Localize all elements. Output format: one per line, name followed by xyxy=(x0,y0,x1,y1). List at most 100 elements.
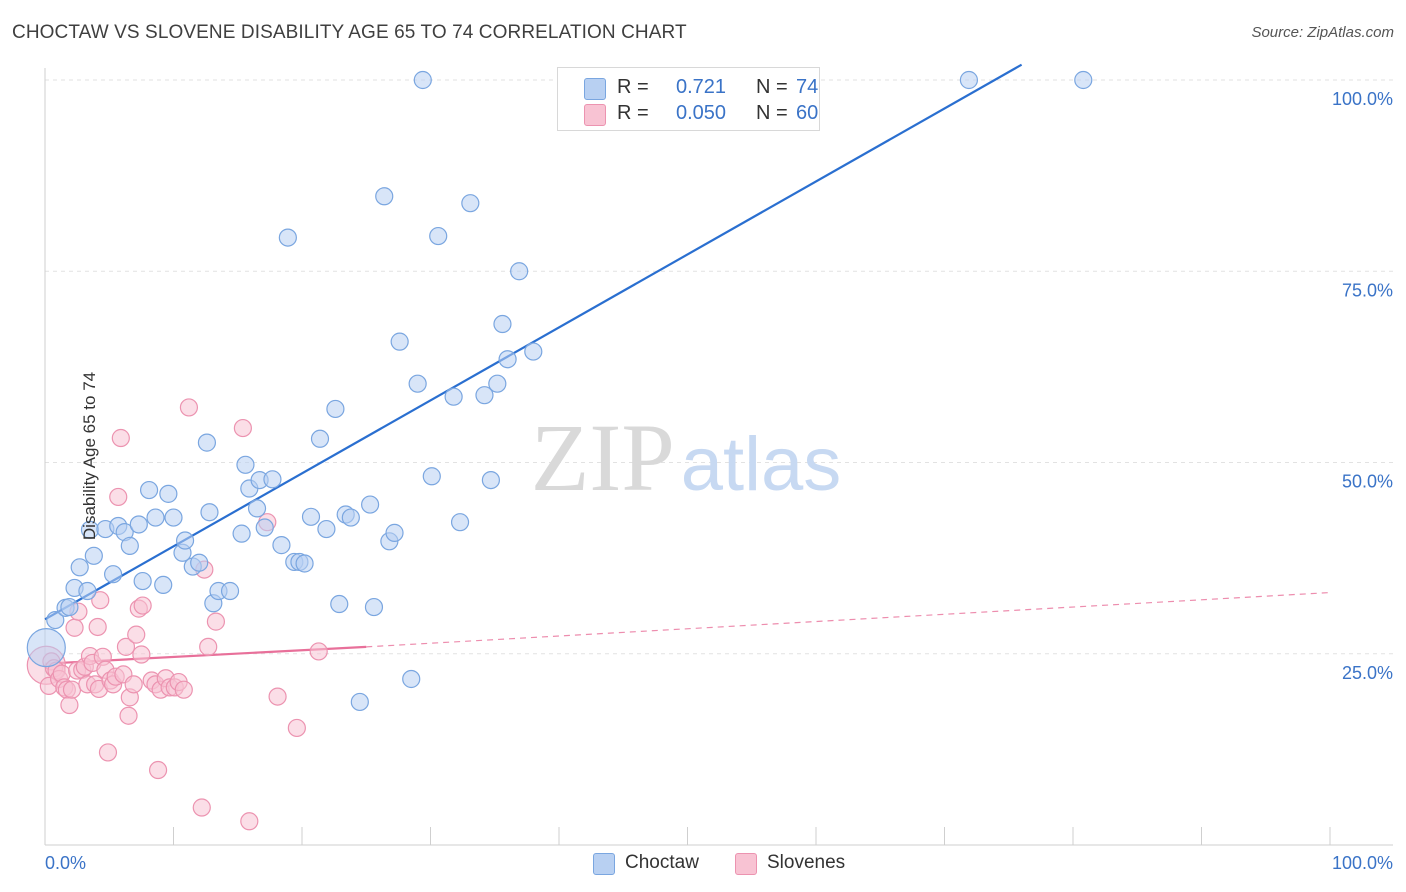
slovene-point xyxy=(179,398,199,417)
choctaw-point xyxy=(247,499,267,518)
choctaw-point xyxy=(461,194,480,213)
choctaw-point xyxy=(364,597,384,617)
slovene-point xyxy=(98,743,118,762)
choctaw-point xyxy=(1074,70,1093,90)
trend-line-choctaw xyxy=(44,63,1023,621)
chart-title: CHOCTAW VS SLOVENE DISABILITY AGE 65 TO … xyxy=(12,22,687,43)
choctaw-point xyxy=(232,524,251,543)
slovene-point xyxy=(132,645,151,664)
bottom-swatch-slovenes xyxy=(735,853,757,875)
legend-swatch-slovenes xyxy=(584,104,606,126)
y-tick-label: 100.0% xyxy=(1332,89,1393,109)
choctaw-point xyxy=(310,429,330,448)
slovene-point xyxy=(192,798,211,817)
choctaw-point xyxy=(330,594,349,614)
choctaw-point xyxy=(104,565,123,584)
choctaw-point xyxy=(26,628,66,668)
choctaw-point xyxy=(129,515,148,534)
watermark-atlas: atlas xyxy=(681,422,842,507)
legend-n-label: N = xyxy=(756,76,788,98)
choctaw-point xyxy=(295,554,314,573)
stats-legend: R = 0.721 N = 74 R = 0.050 N = 60 xyxy=(557,67,820,131)
choctaw-point xyxy=(197,433,217,452)
watermark-zip: ZIP xyxy=(531,404,675,511)
choctaw-point xyxy=(959,70,979,90)
legend-r-label: R = xyxy=(617,76,649,98)
legend-r-value: 0.050 xyxy=(676,102,727,124)
choctaw-point xyxy=(278,228,297,247)
slovene-point xyxy=(133,596,152,615)
slovene-point xyxy=(240,812,259,831)
slovene-point xyxy=(309,642,328,661)
choctaw-point xyxy=(263,470,282,489)
choctaw-point xyxy=(159,484,178,503)
choctaw-point xyxy=(175,531,195,550)
choctaw-point xyxy=(236,455,255,474)
slovene-point xyxy=(206,612,226,631)
axes xyxy=(44,68,1393,846)
choctaw-point xyxy=(60,597,79,617)
y-axis-label: Disability Age 65 to 74 xyxy=(80,371,100,541)
choctaw-point xyxy=(200,503,219,522)
choctaw-point xyxy=(350,692,369,712)
slovene-point xyxy=(111,428,130,448)
choctaw-point xyxy=(317,519,336,539)
choctaw-point xyxy=(475,386,494,405)
choctaw-point xyxy=(70,558,89,577)
choctaw-point xyxy=(272,536,291,555)
legend-swatch-choctaw xyxy=(584,78,606,100)
choctaw-point xyxy=(46,610,65,630)
choctaw-point xyxy=(84,546,103,565)
slovene-point xyxy=(119,706,138,725)
choctaw-point xyxy=(255,518,274,537)
x-tick-label: 100.0% xyxy=(1332,853,1393,873)
choctaw-point xyxy=(301,507,321,526)
source-label: Source: ZipAtlas.com xyxy=(1251,24,1394,41)
slovene-point xyxy=(268,687,287,706)
choctaw-point xyxy=(429,226,448,246)
slovene-point xyxy=(148,760,168,780)
choctaw-point xyxy=(422,467,441,486)
legend-n-value: 60 xyxy=(796,102,819,124)
slovene-point xyxy=(124,675,143,694)
choctaw-point xyxy=(408,374,427,393)
legend-r-label: R = xyxy=(617,102,649,124)
choctaw-point xyxy=(402,669,421,689)
choctaw-point xyxy=(481,470,500,490)
bottom-swatch-choctaw xyxy=(593,853,615,875)
trend-lines xyxy=(44,63,1331,665)
choctaw-point xyxy=(139,480,159,500)
slovene-point xyxy=(127,625,146,644)
slovene-point xyxy=(116,637,136,656)
trend-line-extension xyxy=(366,591,1331,648)
choctaw-point xyxy=(341,508,360,527)
choctaw-point xyxy=(164,508,183,527)
y-tick-label: 25.0% xyxy=(1342,663,1393,683)
choctaw-point xyxy=(450,513,470,532)
watermark: ZIPatlas xyxy=(531,404,842,511)
choctaw-point xyxy=(444,387,463,406)
tick-labels: 25.0% 50.0% 75.0% 100.0% 0.0% 100.0% xyxy=(45,89,1393,873)
slovene-point xyxy=(62,680,82,699)
choctaw-point xyxy=(413,70,432,90)
slovene-point xyxy=(91,591,110,610)
slovene-point xyxy=(287,718,306,738)
slovene-point xyxy=(199,637,218,656)
bottom-legend-label: Choctaw xyxy=(625,852,699,873)
choctaw-point xyxy=(493,314,512,334)
choctaw-point xyxy=(488,374,507,393)
choctaw-point xyxy=(385,523,404,542)
choctaw-point xyxy=(120,536,139,555)
choctaw-point xyxy=(375,187,394,206)
bottom-legend-label: Slovenes xyxy=(767,852,846,873)
choctaw-point xyxy=(498,350,517,369)
choctaw-point xyxy=(220,581,240,601)
y-tick-label: 50.0% xyxy=(1342,472,1393,492)
choctaw-point xyxy=(154,575,173,595)
x-tick-label: 0.0% xyxy=(45,853,86,873)
slovene-point xyxy=(174,680,193,699)
slovene-point xyxy=(65,618,84,637)
slovene-point xyxy=(88,617,107,637)
choctaw-point xyxy=(510,262,529,281)
legend-r-value: 0.721 xyxy=(676,76,727,98)
